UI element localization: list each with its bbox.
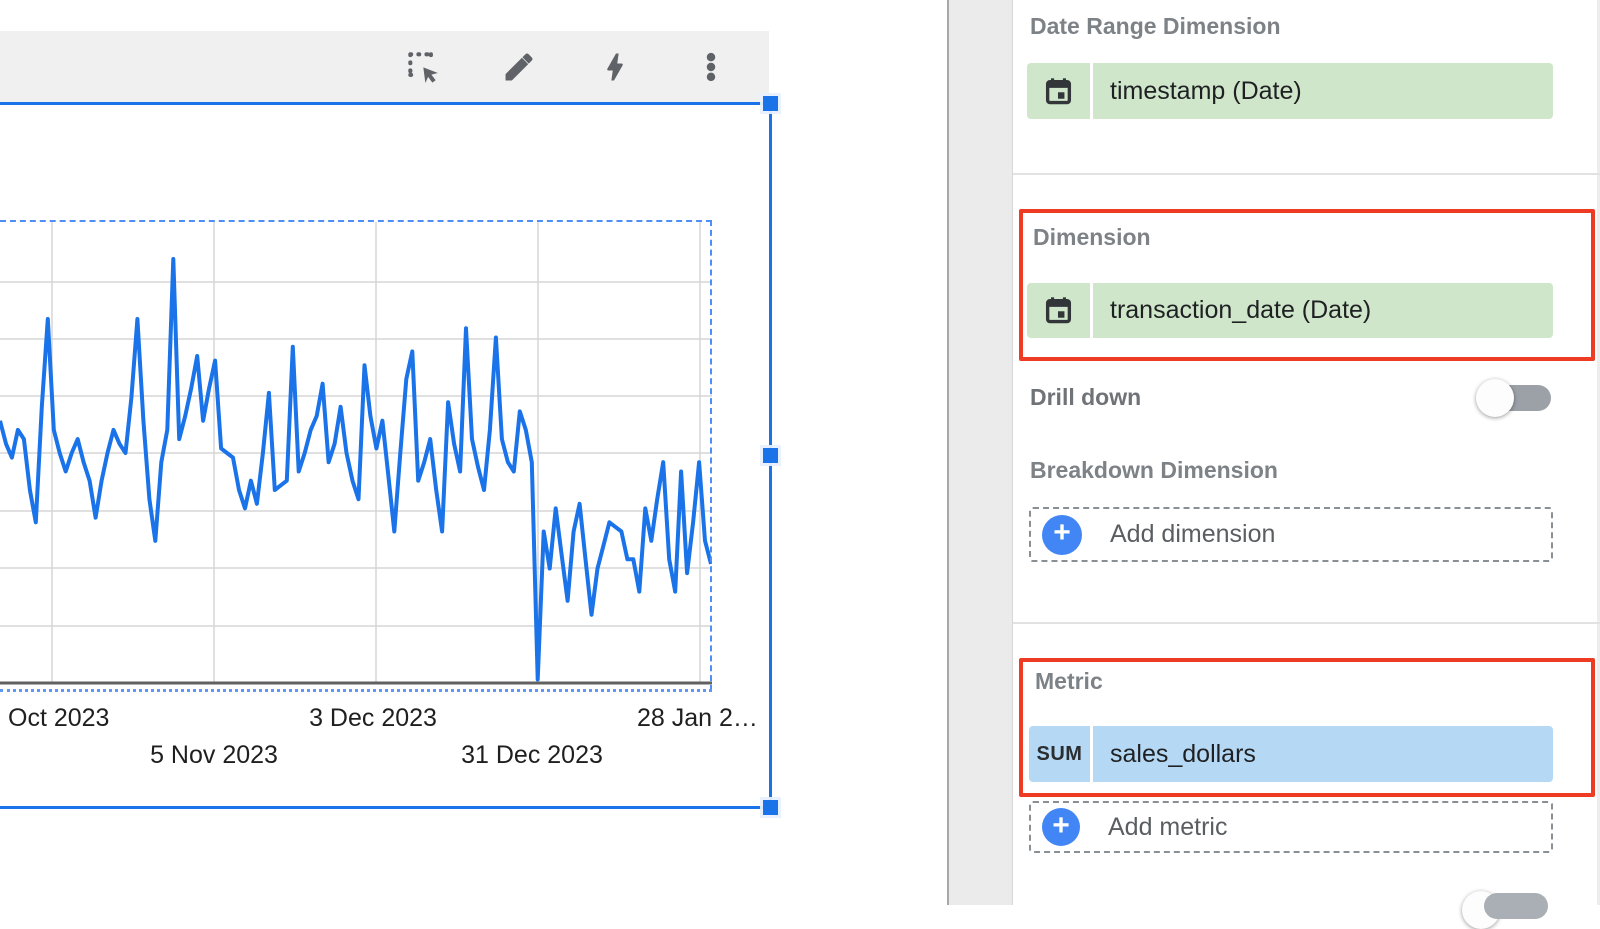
- x-tick-label: 3 Dec 2023: [309, 704, 437, 732]
- calendar-icon: [1027, 283, 1090, 338]
- dimension-field-chip[interactable]: transaction_date (Date): [1027, 283, 1553, 338]
- more-options-icon[interactable]: [689, 45, 733, 89]
- chart-dashed-border-right: [710, 220, 712, 691]
- select-area-icon[interactable]: [401, 45, 445, 89]
- metric-field: sales_dollars: [1093, 726, 1553, 782]
- metric-field-chip[interactable]: SUM sales_dollars: [1029, 726, 1553, 782]
- drill-down-toggle-knob[interactable]: [1476, 379, 1514, 417]
- chart-setup-panel: Date Range Dimension timestamp (Date) Di…: [1013, 0, 1600, 929]
- metric-highlight-box: [1019, 658, 1595, 797]
- calendar-icon: [1027, 63, 1090, 119]
- add-dimension-button[interactable]: + Add dimension: [1029, 507, 1553, 562]
- gridlines: [0, 222, 712, 684]
- x-tick-label: 31 Dec 2023: [461, 741, 603, 769]
- x-tick-label: Oct 2023: [8, 704, 110, 732]
- add-dimension-button-label: Add dimension: [1110, 520, 1276, 548]
- chart-dashed-border-bottom: [0, 689, 712, 692]
- selection-border-bottom: [0, 806, 772, 809]
- dimension-label: Dimension: [1033, 224, 1151, 250]
- selection-border-top: [0, 102, 772, 105]
- resize-handle-bottom-right[interactable]: [763, 800, 778, 815]
- chart-toolbar: [0, 31, 769, 102]
- add-metric-button[interactable]: + Add metric: [1029, 801, 1553, 853]
- series-line: [0, 257, 713, 682]
- date-range-dimension-field-chip[interactable]: timestamp (Date): [1027, 63, 1553, 119]
- x-tick-label: 5 Nov 2023: [150, 741, 278, 769]
- optional-metrics-toggle[interactable]: [1484, 893, 1548, 919]
- plus-icon: +: [1042, 808, 1080, 846]
- drill-down-label: Drill down: [1030, 384, 1142, 410]
- dimension-field: transaction_date (Date): [1093, 283, 1553, 338]
- aggregation-badge[interactable]: SUM: [1029, 726, 1090, 782]
- quick-insights-bolt-icon[interactable]: [593, 45, 637, 89]
- section-divider: [1013, 173, 1600, 175]
- x-tick-label: 28 Jan 2…: [637, 704, 758, 732]
- resize-handle-mid-right[interactable]: [763, 448, 778, 463]
- report-canvas: Oct 2023 5 Nov 2023 3 Dec 2023 31 Dec 20…: [0, 31, 778, 815]
- metric-label: Metric: [1035, 668, 1103, 694]
- date-range-dimension-label: Date Range Dimension: [1030, 13, 1281, 39]
- chart-dashed-border-top: [0, 220, 712, 222]
- canvas-panel-gutter: [947, 0, 1013, 905]
- resize-handle-top-right[interactable]: [763, 96, 778, 111]
- plus-icon: +: [1042, 514, 1082, 555]
- time-series-chart[interactable]: [0, 222, 713, 685]
- add-metric-button-label: Add metric: [1108, 812, 1228, 841]
- section-divider: [1013, 622, 1600, 624]
- breakdown-dimension-label: Breakdown Dimension: [1030, 457, 1278, 483]
- edit-pencil-icon[interactable]: [497, 45, 541, 89]
- dimension-highlight-box: [1019, 209, 1595, 361]
- date-range-dimension-field: timestamp (Date): [1093, 63, 1553, 119]
